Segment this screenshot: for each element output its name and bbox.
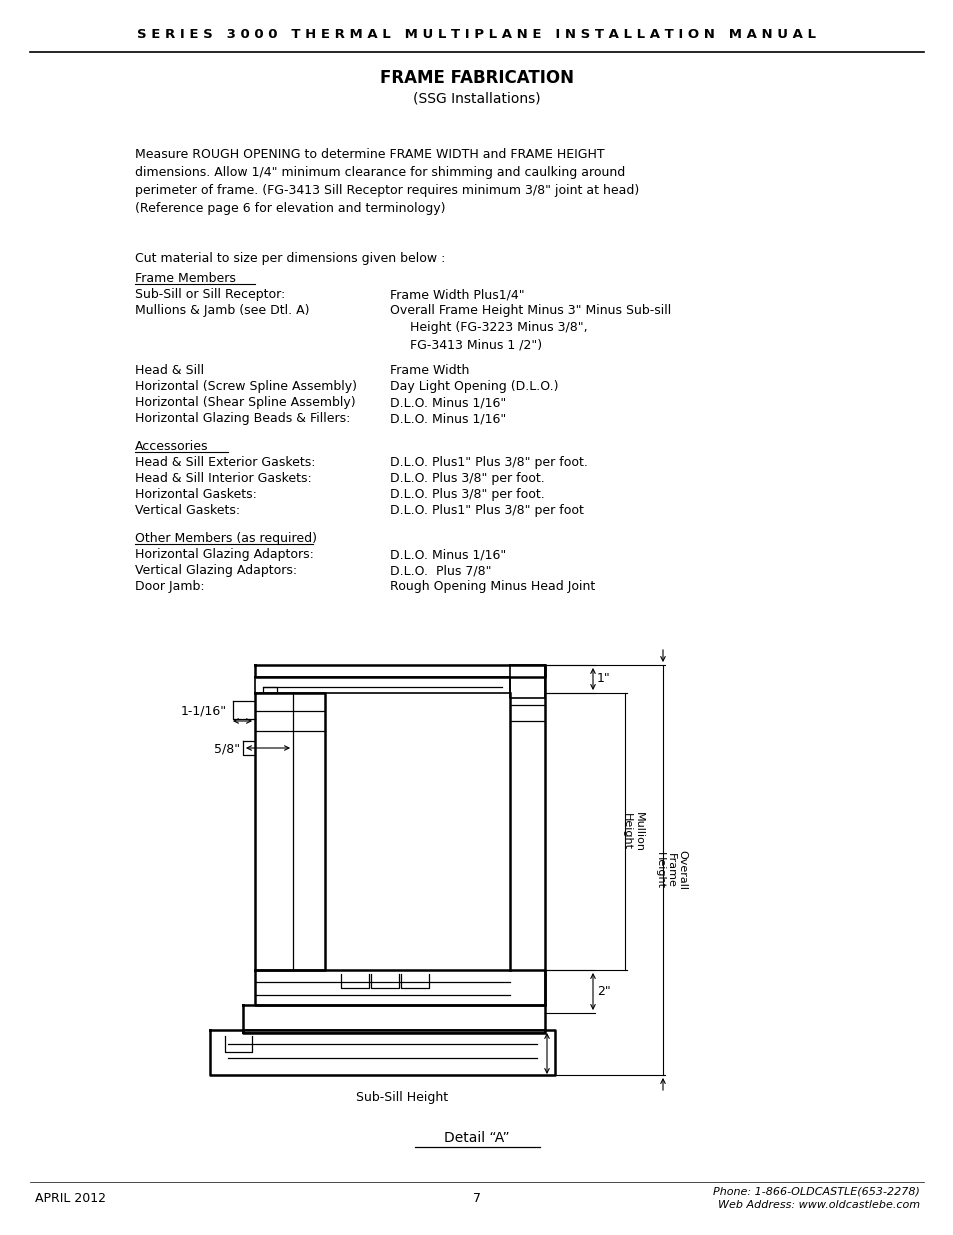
Text: Cut material to size per dimensions given below :: Cut material to size per dimensions give… bbox=[135, 252, 445, 266]
Text: 5/8": 5/8" bbox=[213, 742, 240, 756]
Text: Frame Members: Frame Members bbox=[135, 272, 235, 285]
Text: D.L.O. Minus 1/16": D.L.O. Minus 1/16" bbox=[390, 548, 506, 561]
Text: D.L.O. Plus 3/8" per foot.: D.L.O. Plus 3/8" per foot. bbox=[390, 472, 544, 485]
Text: Frame Width Plus1/4": Frame Width Plus1/4" bbox=[390, 288, 524, 301]
Text: Rough Opening Minus Head Joint: Rough Opening Minus Head Joint bbox=[390, 580, 595, 593]
Text: Vertical Glazing Adaptors:: Vertical Glazing Adaptors: bbox=[135, 564, 296, 577]
Text: D.L.O. Plus 3/8" per foot.: D.L.O. Plus 3/8" per foot. bbox=[390, 488, 544, 501]
Text: Horizontal Glazing Beads & Fillers:: Horizontal Glazing Beads & Fillers: bbox=[135, 412, 350, 425]
Text: Horizontal Glazing Adaptors:: Horizontal Glazing Adaptors: bbox=[135, 548, 314, 561]
Text: Overall Frame Height Minus 3" Minus Sub-sill
     Height (FG-3223 Minus 3/8",
  : Overall Frame Height Minus 3" Minus Sub-… bbox=[390, 304, 671, 351]
Text: Mullions & Jamb (see Dtl. A): Mullions & Jamb (see Dtl. A) bbox=[135, 304, 309, 317]
Text: 1": 1" bbox=[597, 673, 610, 685]
Text: D.L.O. Plus1" Plus 3/8" per foot: D.L.O. Plus1" Plus 3/8" per foot bbox=[390, 504, 583, 517]
Text: Horizontal (Screw Spline Assembly): Horizontal (Screw Spline Assembly) bbox=[135, 380, 356, 393]
Text: Overall
Frame
Height: Overall Frame Height bbox=[654, 850, 687, 890]
Text: 1-1/16": 1-1/16" bbox=[181, 704, 227, 718]
Text: Head & Sill Interior Gaskets:: Head & Sill Interior Gaskets: bbox=[135, 472, 312, 485]
Text: Measure ROUGH OPENING to determine FRAME WIDTH and FRAME HEIGHT
dimensions. Allo: Measure ROUGH OPENING to determine FRAME… bbox=[135, 148, 639, 215]
Text: Door Jamb:: Door Jamb: bbox=[135, 580, 204, 593]
Text: Day Light Opening (D.L.O.): Day Light Opening (D.L.O.) bbox=[390, 380, 558, 393]
Text: Phone: 1-866-OLDCASTLE(653-2278)
Web Address: www.oldcastlebe.com: Phone: 1-866-OLDCASTLE(653-2278) Web Add… bbox=[713, 1186, 919, 1210]
Text: D.L.O. Minus 1/16": D.L.O. Minus 1/16" bbox=[390, 412, 506, 425]
Text: D.L.O. Minus 1/16": D.L.O. Minus 1/16" bbox=[390, 396, 506, 409]
Text: Other Members (as required): Other Members (as required) bbox=[135, 532, 316, 545]
Text: D.L.O.  Plus 7/8": D.L.O. Plus 7/8" bbox=[390, 564, 491, 577]
Text: Vertical Gaskets:: Vertical Gaskets: bbox=[135, 504, 240, 517]
Text: Horizontal Gaskets:: Horizontal Gaskets: bbox=[135, 488, 256, 501]
Text: Mullion
Height: Mullion Height bbox=[621, 811, 643, 851]
Text: 7: 7 bbox=[473, 1192, 480, 1204]
Text: Detail “A”: Detail “A” bbox=[444, 1131, 509, 1145]
Text: D.L.O. Plus1" Plus 3/8" per foot.: D.L.O. Plus1" Plus 3/8" per foot. bbox=[390, 456, 587, 469]
Text: 2": 2" bbox=[597, 986, 610, 998]
Text: Head & Sill: Head & Sill bbox=[135, 364, 204, 377]
Text: Sub-Sill or Sill Receptor:: Sub-Sill or Sill Receptor: bbox=[135, 288, 285, 301]
Text: S E R I E S   3 0 0 0   T H E R M A L   M U L T I P L A N E   I N S T A L L A T : S E R I E S 3 0 0 0 T H E R M A L M U L … bbox=[137, 28, 816, 42]
Text: FRAME FABRICATION: FRAME FABRICATION bbox=[379, 69, 574, 86]
Text: (SSG Installations): (SSG Installations) bbox=[413, 91, 540, 105]
Text: Frame Width: Frame Width bbox=[390, 364, 469, 377]
Text: Head & Sill Exterior Gaskets:: Head & Sill Exterior Gaskets: bbox=[135, 456, 315, 469]
Text: Sub-Sill Height: Sub-Sill Height bbox=[356, 1091, 448, 1104]
Text: Horizontal (Shear Spline Assembly): Horizontal (Shear Spline Assembly) bbox=[135, 396, 355, 409]
Text: APRIL 2012: APRIL 2012 bbox=[35, 1192, 106, 1204]
Text: Accessories: Accessories bbox=[135, 440, 209, 453]
